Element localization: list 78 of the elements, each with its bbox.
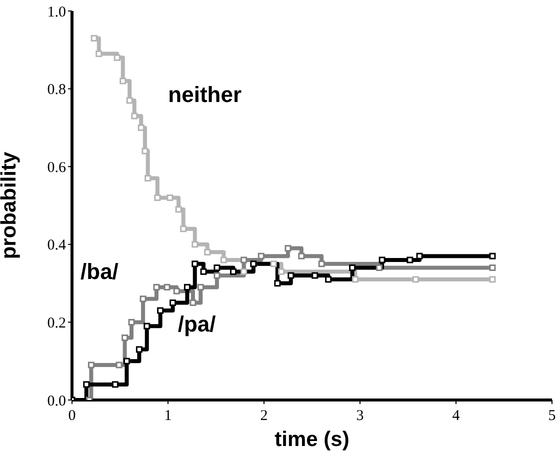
point bbox=[412, 276, 419, 283]
point bbox=[153, 284, 160, 290]
point bbox=[416, 252, 423, 260]
x-tick-label: 0 bbox=[68, 408, 76, 424]
point bbox=[164, 284, 170, 290]
point bbox=[278, 268, 285, 275]
point bbox=[240, 268, 248, 275]
x-tick-label: 2 bbox=[260, 408, 268, 424]
point bbox=[214, 264, 220, 271]
point bbox=[142, 148, 148, 154]
point bbox=[352, 276, 358, 283]
x-tick-label: 1 bbox=[164, 408, 172, 424]
point bbox=[190, 300, 196, 306]
point bbox=[284, 245, 292, 252]
point bbox=[157, 307, 164, 314]
point bbox=[123, 358, 130, 364]
y-axis-title: probability bbox=[0, 152, 20, 260]
point bbox=[376, 264, 382, 271]
x-axis-title: time (s) bbox=[274, 428, 350, 451]
point bbox=[120, 78, 126, 84]
point bbox=[240, 256, 248, 264]
point bbox=[288, 272, 294, 279]
point bbox=[298, 252, 305, 260]
point bbox=[96, 50, 102, 58]
x-tick-label: 4 bbox=[452, 408, 460, 424]
y-tick-label: 0.0 bbox=[47, 393, 66, 410]
point bbox=[230, 268, 237, 275]
y-tick-label: 0.4 bbox=[47, 238, 66, 254]
point bbox=[378, 256, 386, 264]
point bbox=[154, 194, 161, 201]
point bbox=[175, 206, 182, 213]
point bbox=[406, 256, 414, 264]
point bbox=[138, 124, 144, 131]
point bbox=[192, 241, 198, 248]
point bbox=[489, 264, 496, 271]
point bbox=[131, 112, 138, 120]
point bbox=[274, 280, 281, 287]
point bbox=[128, 318, 135, 326]
x-tick-label: 5 bbox=[548, 408, 556, 424]
point bbox=[214, 272, 220, 279]
point bbox=[88, 362, 94, 368]
y-tick-label: 1.0 bbox=[47, 4, 66, 20]
series-label: /pa/ bbox=[178, 312, 216, 337]
point bbox=[144, 322, 150, 330]
point bbox=[200, 268, 207, 275]
y-tick-label: 0.2 bbox=[47, 316, 66, 332]
y-tick-label: 0.6 bbox=[47, 160, 66, 176]
point bbox=[184, 284, 190, 290]
point bbox=[114, 54, 120, 61]
point bbox=[197, 284, 204, 290]
point bbox=[220, 256, 227, 264]
point bbox=[116, 362, 122, 368]
point bbox=[325, 276, 332, 283]
series-label: /ba/ bbox=[80, 259, 118, 284]
point bbox=[270, 260, 277, 268]
point bbox=[173, 288, 180, 294]
point bbox=[144, 175, 152, 182]
point bbox=[170, 300, 176, 306]
point bbox=[318, 260, 325, 268]
point bbox=[83, 381, 90, 388]
y-tick-label: 0.8 bbox=[47, 82, 66, 98]
point bbox=[90, 34, 98, 42]
point bbox=[180, 226, 187, 232]
point bbox=[192, 260, 198, 268]
series-label: neither bbox=[168, 82, 242, 108]
point bbox=[112, 381, 118, 388]
point bbox=[204, 248, 211, 256]
point bbox=[136, 346, 142, 353]
point bbox=[140, 296, 146, 302]
x-tick-label: 3 bbox=[356, 408, 364, 424]
point bbox=[126, 97, 133, 104]
point bbox=[489, 252, 496, 260]
point bbox=[122, 334, 128, 342]
point bbox=[312, 272, 318, 279]
point bbox=[489, 276, 496, 283]
point bbox=[258, 252, 264, 260]
point bbox=[166, 194, 174, 201]
point bbox=[349, 264, 356, 271]
